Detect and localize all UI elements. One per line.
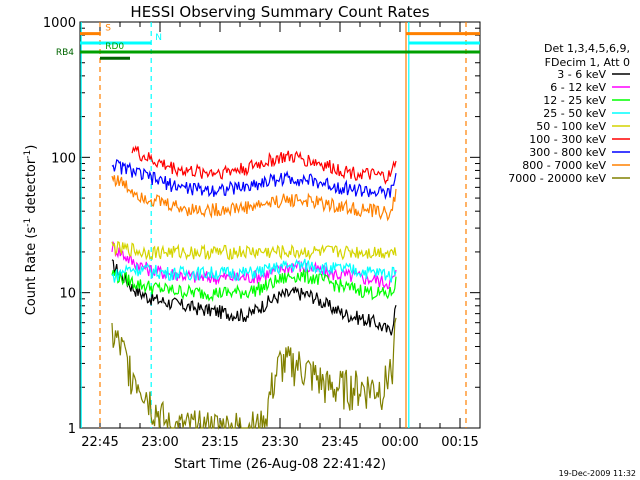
y-tick-label: 100 xyxy=(51,151,76,166)
y-label-sup2: -1 xyxy=(23,150,33,159)
y-label-suffix: ) xyxy=(24,145,39,150)
x-tick-label: 23:00 xyxy=(141,435,178,450)
legend-entry: 300 - 800 keV xyxy=(529,146,606,159)
x-tick-label: 22:45 xyxy=(81,435,118,450)
y-tick-label: 1000 xyxy=(43,16,76,31)
flag-label-n: N xyxy=(155,33,162,43)
series-line-4 xyxy=(111,241,397,261)
x-tick-label: 23:30 xyxy=(261,435,298,450)
chart-title: HESSI Observing Summary Count Rates xyxy=(130,3,429,21)
series-line-0 xyxy=(111,259,397,336)
series-line-2 xyxy=(111,269,397,303)
y-axis-label: Count Rate (s-1 detector-1) xyxy=(23,145,39,316)
legend: Det 1,3,4,5,6,9,FDecim 1, Att 03 - 6 keV… xyxy=(508,42,630,185)
y-tick-label: 1 xyxy=(68,422,76,437)
legend-entry: 3 - 6 keV xyxy=(557,68,606,81)
flag-label-rb4: RB4 xyxy=(56,48,74,58)
plot-area: 1 10 100 1000 22:45 23:00 23:15 23:30 23:45 00:00… xyxy=(43,16,481,450)
series-line-8 xyxy=(111,317,397,430)
series-line-6 xyxy=(111,159,397,201)
plot-frame xyxy=(79,21,481,429)
legend-entry: 7000 - 20000 keV xyxy=(508,172,606,185)
x-tick-label: 00:00 xyxy=(381,435,418,450)
y-label-mid: detector xyxy=(24,158,39,218)
x-tick-label: 00:15 xyxy=(441,435,478,450)
x-tick-label: 23:15 xyxy=(201,435,238,450)
legend-entry: 800 - 7000 keV xyxy=(522,159,606,172)
y-label-sup1: -1 xyxy=(23,218,33,227)
flag-label-s: S xyxy=(105,24,111,34)
x-axis-label: Start Time (26-Aug-08 22:41:42) xyxy=(174,457,386,472)
legend-header-line: FDecim 1, Att 0 xyxy=(545,56,630,69)
series-line-1 xyxy=(111,240,397,290)
legend-entry: 25 - 50 keV xyxy=(543,107,606,120)
series-line-3 xyxy=(111,258,397,283)
legend-entry: 100 - 300 keV xyxy=(529,133,606,146)
series-line-5 xyxy=(131,145,397,185)
x-tick-label: 23:45 xyxy=(321,435,358,450)
footer-timestamp: 19-Dec-2009 11:32 xyxy=(559,469,636,478)
legend-entry: 12 - 25 keV xyxy=(543,94,606,107)
flag-label-rd0: RD0 xyxy=(105,42,124,52)
legend-entry: 6 - 12 keV xyxy=(550,81,606,94)
svg-text:Count Rate (s-1 detector-1): Count Rate (s-1 detector-1) xyxy=(23,145,39,316)
legend-header-line: Det 1,3,4,5,6,9, xyxy=(544,42,630,55)
legend-entry: 50 - 100 keV xyxy=(536,120,606,133)
series-line-7 xyxy=(111,175,397,222)
y-label-prefix: Count Rate (s xyxy=(24,227,39,316)
y-tick-label: 10 xyxy=(59,287,76,302)
